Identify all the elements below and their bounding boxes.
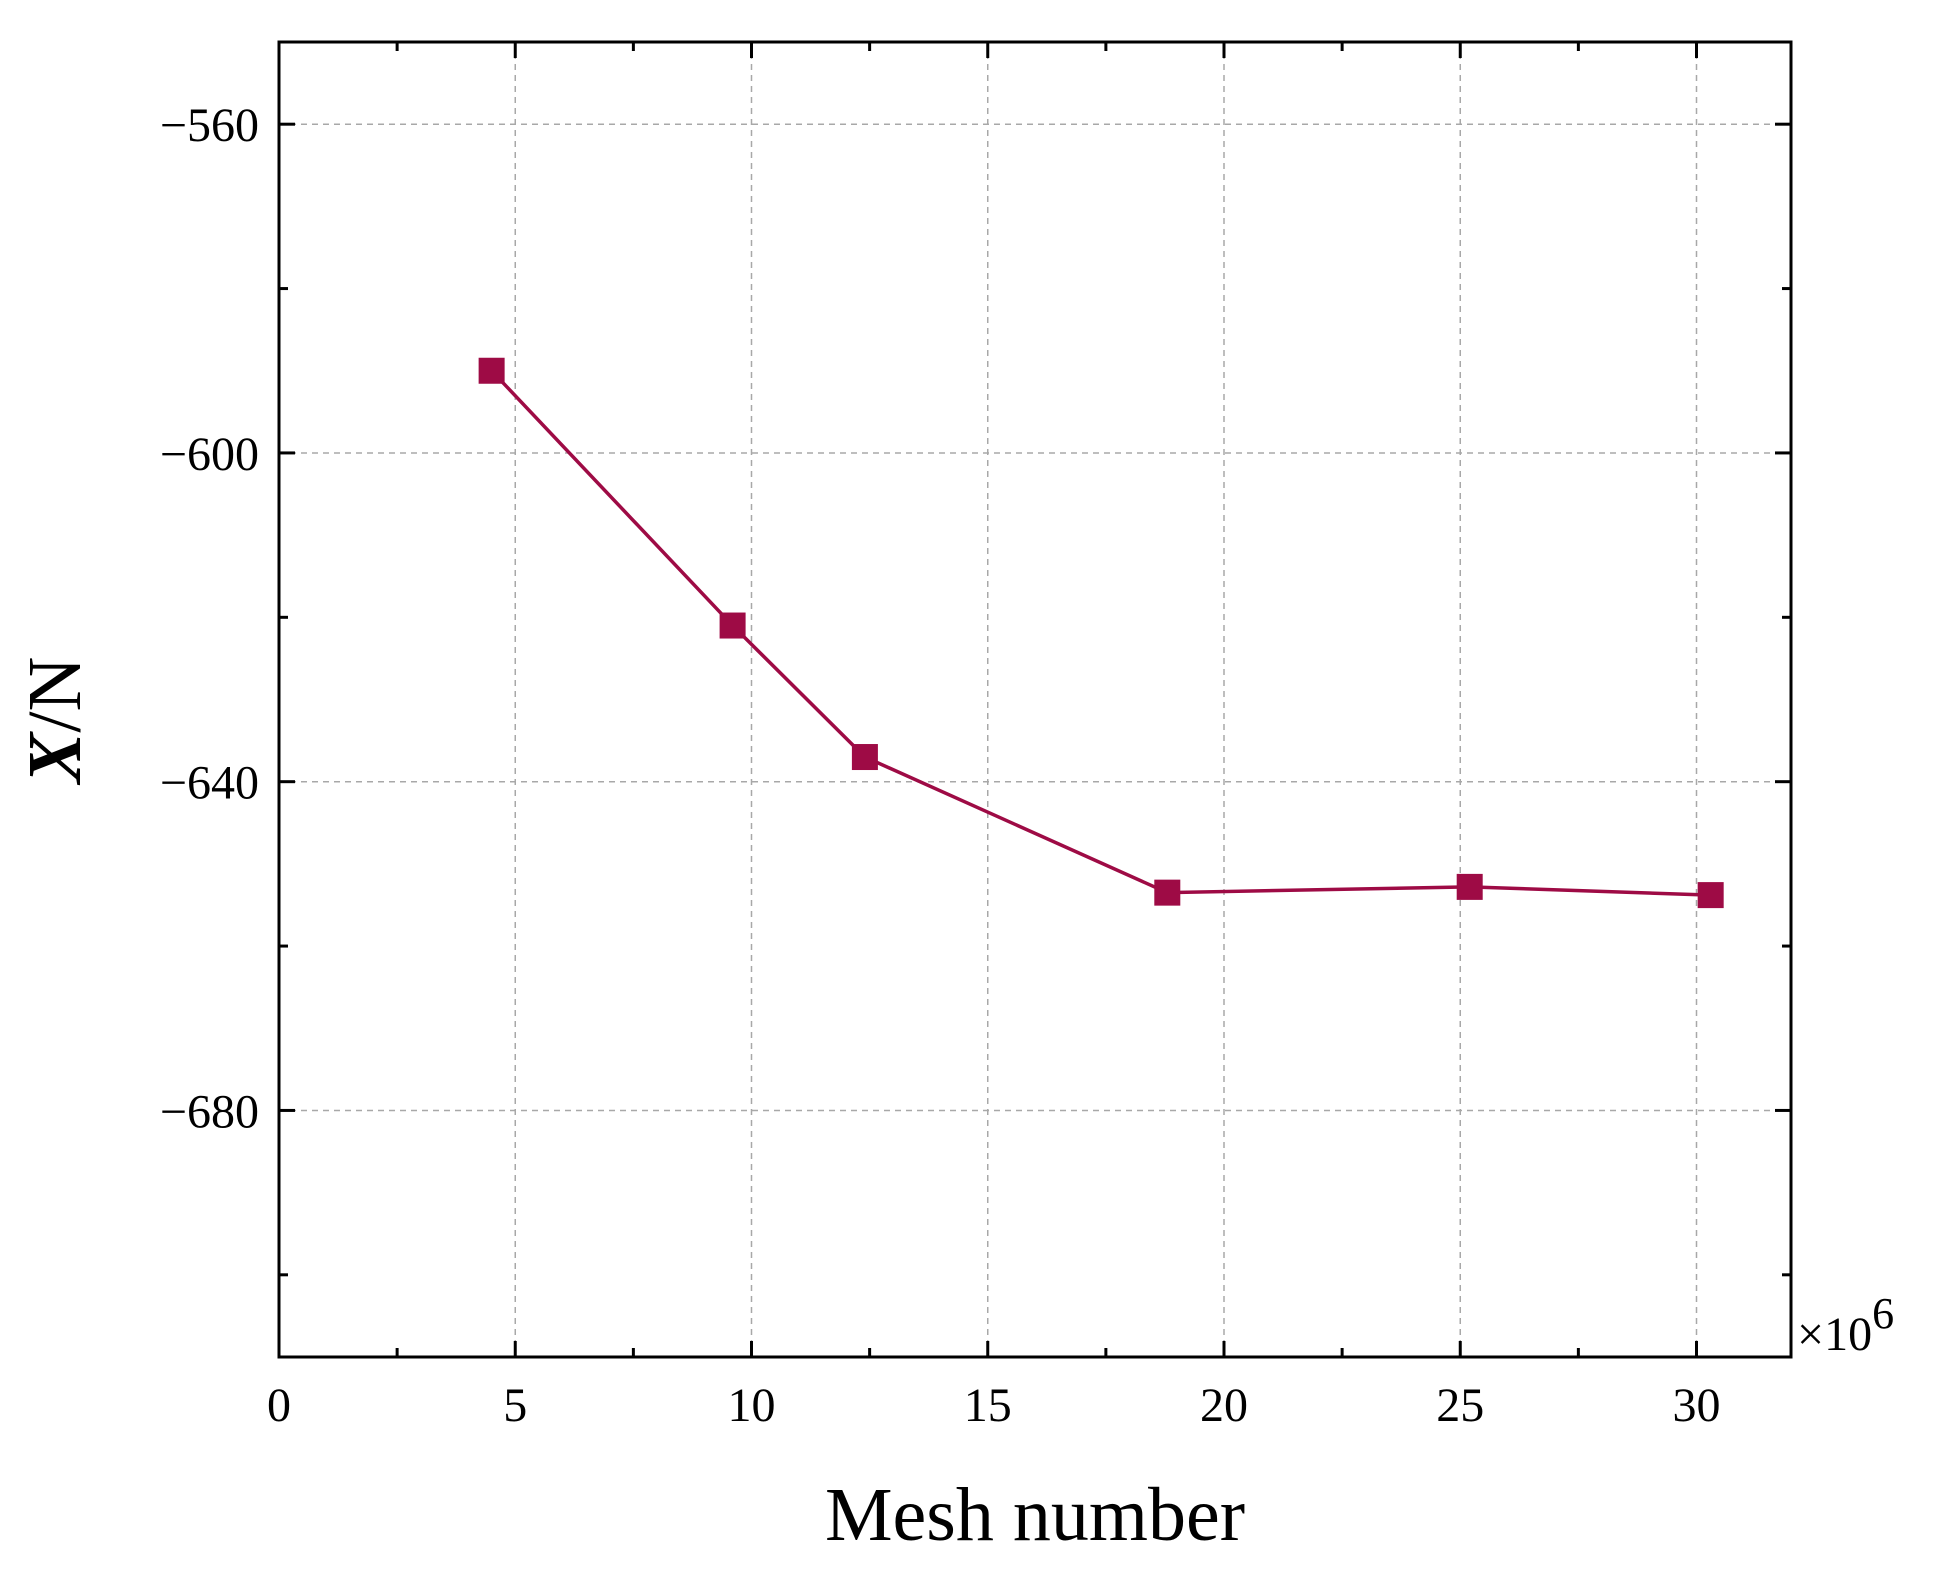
y-tick-labels: −560 −600 −640 −680 [160, 99, 259, 1138]
data-point-marker [1154, 879, 1181, 906]
y-axis-unit: /N [13, 657, 97, 733]
y-tick-label: −640 [160, 757, 259, 810]
x-tick-label: 20 [1200, 1379, 1248, 1432]
y-axis-variable: X [13, 730, 97, 785]
axis-ticks [277, 42, 1791, 1357]
x-axis-multiplier: ×106 [1797, 1289, 1894, 1361]
series-line [490, 369, 1711, 897]
x-tick-label: 10 [728, 1379, 776, 1432]
x-axis-title: Mesh number [825, 1473, 1245, 1557]
x-tick-label: 30 [1673, 1379, 1721, 1432]
x-multiplier-base: ×10 [1797, 1308, 1872, 1361]
grid-lines [279, 42, 1791, 1357]
y-tick-label: −600 [160, 428, 259, 481]
y-tick-label: −680 [160, 1085, 259, 1138]
data-point-marker [1456, 873, 1483, 900]
x-tick-label: 5 [503, 1379, 527, 1432]
x-multiplier-exponent: 6 [1872, 1289, 1894, 1338]
plot-frame [277, 40, 1793, 1359]
data-point-marker [719, 612, 746, 639]
data-point-marker [478, 357, 505, 384]
data-point-marker [1697, 882, 1724, 909]
y-tick-label: −560 [160, 99, 259, 152]
x-tick-label: 0 [267, 1379, 291, 1432]
x-tick-labels: 0 5 10 15 20 25 30 [267, 1379, 1721, 1432]
data-series [478, 357, 1724, 909]
data-point-marker [851, 744, 878, 771]
x-tick-label: 15 [964, 1379, 1012, 1432]
y-axis-title: X/N [13, 657, 97, 786]
x-tick-label: 25 [1436, 1379, 1484, 1432]
